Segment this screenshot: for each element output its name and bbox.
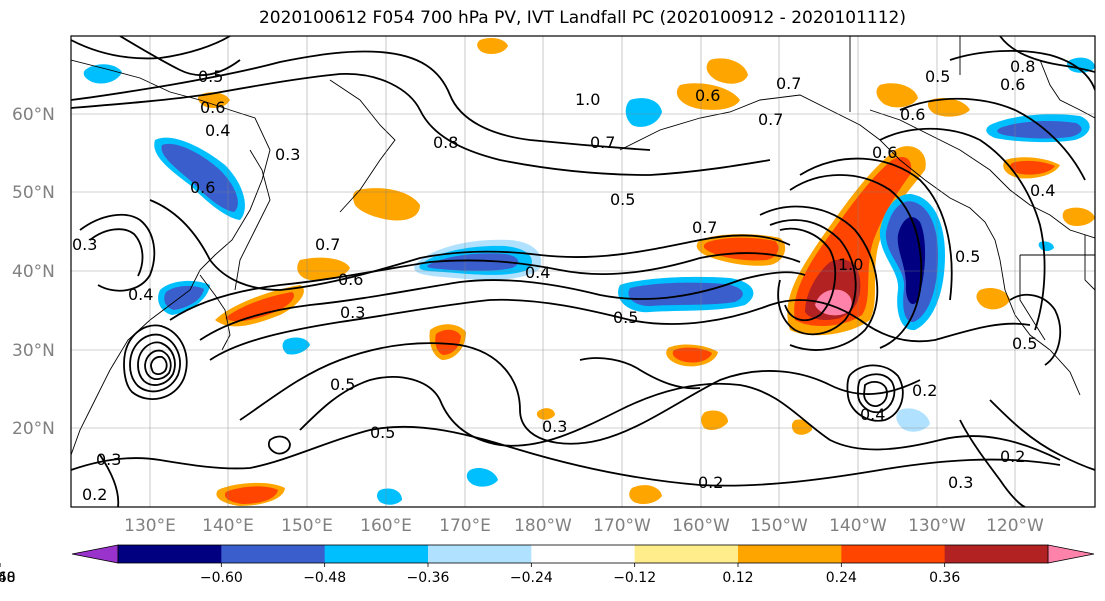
contour-label: 1.0 — [575, 90, 600, 109]
contour-label: 0.7 — [590, 133, 615, 152]
lat-label-50n: 50°N — [12, 183, 55, 203]
contour-label: 1.0 — [838, 255, 863, 274]
lon-label: 120°W — [986, 516, 1044, 536]
contour-label: 0.6 — [900, 105, 925, 124]
contour-label: 0.3 — [275, 145, 300, 164]
colorbar-swatch — [428, 545, 532, 563]
colorbar-extend-low — [71, 544, 119, 564]
colorbar-swatch — [118, 545, 222, 563]
latitude-labels: 60°N 50°N 40°N 30°N 20°N — [12, 105, 55, 439]
contour-label: 0.7 — [758, 110, 783, 129]
contour-label: 0.4 — [128, 285, 153, 304]
contour-label: 0.4 — [860, 405, 885, 424]
colorbar-tick-label: −0.24 — [510, 570, 553, 586]
contour-label: 0.6 — [338, 270, 363, 289]
lon-label: 150°E — [281, 516, 333, 536]
colorbar-tick-label: 0.24 — [826, 570, 857, 586]
longitude-labels: 130°E 140°E 150°E 160°E 170°E 180°W 170°… — [124, 516, 1044, 536]
contour-label: 0.5 — [330, 375, 355, 394]
map-panel: 0.5 0.6 0.4 0.3 0.6 0.3 0.4 0.7 0.6 0.3 … — [71, 36, 1095, 507]
contour-label: 0.2 — [912, 381, 937, 400]
contour-label: 0.7 — [315, 235, 340, 254]
colorbar-swatch — [944, 545, 1049, 563]
lon-label: 130°W — [908, 516, 966, 536]
colorbar-swatch — [634, 545, 739, 563]
contour-label: 0.4 — [525, 263, 550, 282]
contour-label: 0.7 — [692, 218, 717, 237]
contour-label: 0.3 — [96, 450, 121, 469]
contour-label: 0.6 — [695, 86, 720, 105]
colorbar-swatch — [531, 545, 636, 563]
contour-label: 0.3 — [72, 235, 97, 254]
colorbar-tick-label: −0.12 — [613, 570, 656, 586]
contour-label: 0.8 — [1010, 57, 1035, 76]
contour-label: 0.5 — [1012, 334, 1037, 353]
colorbar: −0.60 −0.48 −0.36 −0.24 −0.12 0.12 0.24 0.36 0.4… — [0, 544, 1095, 586]
colorbar-tick-label: −0.36 — [407, 570, 450, 586]
contour-label: 0.4 — [205, 121, 230, 140]
contour-label: 0.3 — [340, 303, 365, 322]
contour-label: 0.3 — [542, 417, 567, 436]
colorbar-swatch — [324, 545, 429, 563]
lat-label-20n: 20°N — [12, 419, 55, 439]
contour-label: 0.8 — [433, 133, 458, 152]
colorbar-extend-high — [1047, 544, 1095, 564]
colorbar-swatch — [738, 545, 842, 563]
contour-label: 0.5 — [198, 67, 223, 86]
colorbar-swatch — [841, 545, 946, 563]
contour-label: 0.7 — [776, 74, 801, 93]
colorbar-tick-label: 0.60 — [0, 570, 16, 586]
colorbar-swatch — [221, 545, 326, 563]
contour-label: 0.6 — [1000, 75, 1025, 94]
contour-labels: 0.5 0.6 0.4 0.3 0.6 0.3 0.4 0.7 0.6 0.3 … — [72, 57, 1055, 504]
ivt-shading — [83, 38, 1095, 506]
lat-label-30n: 30°N — [12, 341, 55, 361]
lon-label: 140°W — [829, 516, 887, 536]
lat-label-40n: 40°N — [12, 262, 55, 282]
contour-label: 0.5 — [955, 247, 980, 266]
contour-label: 0.6 — [200, 98, 225, 117]
contour-label: 0.5 — [610, 190, 635, 209]
contour-label: 0.2 — [82, 485, 107, 504]
lon-label: 150°W — [750, 516, 808, 536]
contour-label: 0.2 — [1000, 447, 1025, 466]
colorbar-tick-label: −0.60 — [200, 570, 243, 586]
contour-label: 0.2 — [698, 473, 723, 492]
lat-label-60n: 60°N — [12, 105, 55, 125]
colorbar-tick-label: 0.12 — [722, 570, 753, 586]
contour-label: 0.3 — [948, 473, 973, 492]
colorbar-tick-label: 0.48 — [0, 570, 16, 586]
map-frame — [70, 35, 1096, 508]
lon-label: 130°E — [124, 516, 176, 536]
contour-label: 0.5 — [613, 308, 638, 327]
colorbar-frame — [117, 544, 1049, 564]
contour-label: 0.5 — [925, 67, 950, 86]
colorbar-tick-label: 0.36 — [929, 570, 960, 586]
contour-label: 0.6 — [190, 178, 215, 197]
contour-label: 0.6 — [872, 143, 897, 162]
lon-label: 180°W — [514, 516, 572, 536]
colorbar-tick-label: −0.48 — [303, 570, 346, 586]
coastlines — [71, 36, 1095, 456]
pv-contours — [71, 36, 1095, 507]
lon-label: 160°E — [360, 516, 412, 536]
lon-label: 170°W — [593, 516, 651, 536]
contour-label: 0.5 — [370, 423, 395, 442]
contour-label: 0.4 — [1030, 181, 1055, 200]
lon-label: 170°E — [439, 516, 491, 536]
lon-label: 160°W — [672, 516, 730, 536]
graticule — [71, 36, 1095, 507]
map-title: 2020100612 F054 700 hPa PV, IVT Landfall… — [258, 8, 906, 28]
lon-label: 140°E — [202, 516, 254, 536]
